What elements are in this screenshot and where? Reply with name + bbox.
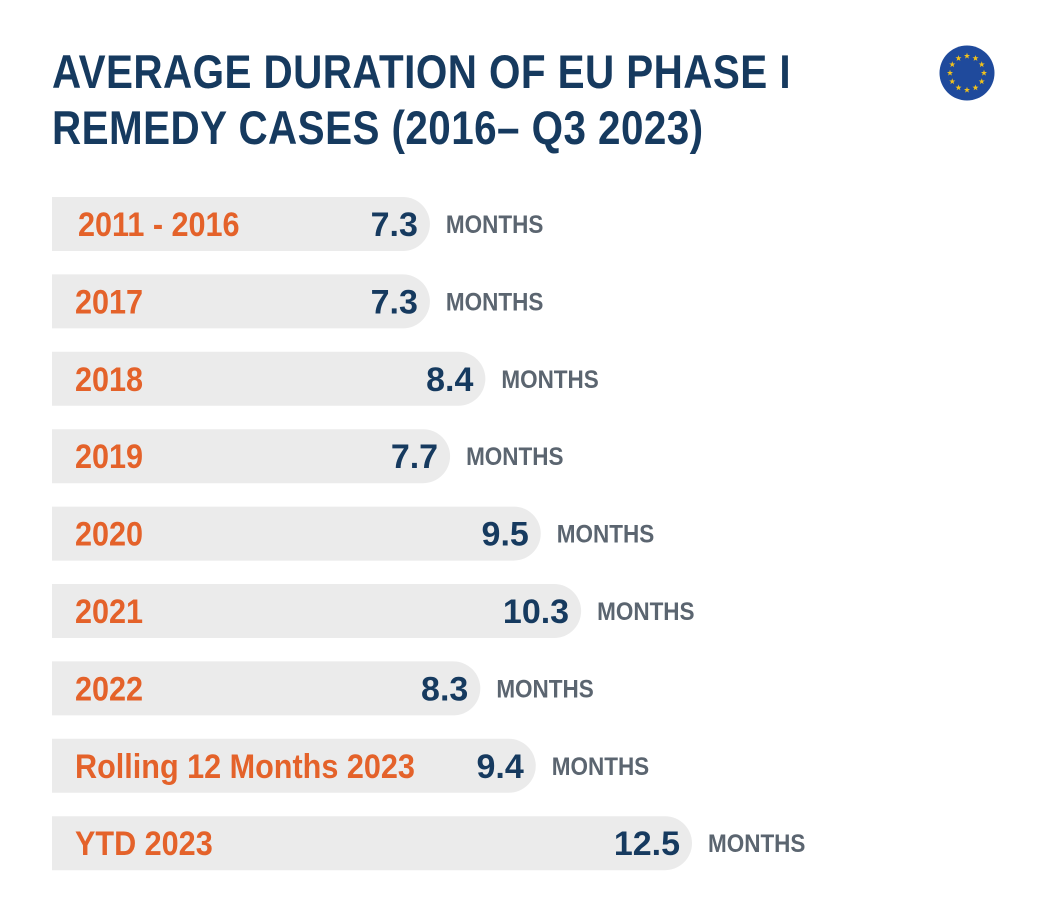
eu-flag-icon: [939, 45, 995, 101]
eu-star-icon: [949, 78, 956, 85]
unit-label: MONTHS: [466, 443, 563, 471]
eu-star-icon: [963, 86, 971, 93]
unit-label: MONTHS: [446, 211, 543, 239]
unit-label: MONTHS: [552, 753, 649, 781]
value-label: 7.3: [371, 206, 418, 244]
unit-label: MONTHS: [501, 366, 598, 394]
category-label: YTD 2023: [75, 825, 213, 863]
category-label: 2011 - 2016: [78, 206, 240, 244]
category-label: 2017: [75, 283, 143, 321]
eu-star-icon: [955, 55, 962, 61]
chart-title: AVERAGE DURATION OF EU PHASE I REMEDY CA…: [52, 44, 792, 156]
eu-star-icon: [963, 52, 971, 59]
value-label: 8.4: [426, 361, 473, 399]
category-label: 2019: [75, 438, 143, 476]
eu-star-icon: [949, 61, 956, 68]
bar: [52, 197, 430, 251]
bar: [52, 351, 486, 406]
bar: [52, 584, 582, 638]
value-label: 10.3: [503, 593, 569, 631]
unit-label: MONTHS: [496, 675, 593, 703]
bar: [52, 429, 451, 484]
chart-title-line-2: REMEDY CASES (2016– Q3 2023): [52, 101, 704, 154]
eu-star-icon: [978, 78, 985, 85]
unit-label: MONTHS: [708, 830, 805, 858]
category-label: 2018: [75, 360, 143, 398]
chart-title-line-1: AVERAGE DURATION OF EU PHASE I: [52, 45, 792, 98]
unit-label: MONTHS: [446, 288, 543, 316]
bar: [52, 816, 692, 871]
value-label: 12.5: [614, 825, 680, 863]
value-label: 8.3: [421, 670, 468, 708]
eu-star-icon: [955, 84, 962, 91]
category-label: 2021: [75, 593, 143, 631]
value-label: 9.4: [476, 748, 523, 786]
bar: [52, 274, 430, 329]
bar: [52, 661, 481, 716]
eu-star-icon: [946, 69, 954, 76]
category-label: 2020: [75, 515, 143, 553]
unit-label: MONTHS: [557, 521, 654, 549]
eu-star-icon: [980, 69, 988, 76]
value-label: 9.5: [482, 516, 529, 554]
bar: [52, 506, 541, 561]
eu-star-icon: [972, 55, 979, 61]
value-label: 7.7: [391, 438, 438, 476]
eu-star-icon: [978, 61, 985, 68]
category-label: Rolling 12 Months 2023: [75, 747, 415, 785]
unit-label: MONTHS: [597, 598, 694, 626]
value-label: 7.3: [371, 283, 418, 321]
category-label: 2022: [75, 670, 143, 708]
bar: [52, 738, 536, 793]
eu-star-icon: [972, 84, 979, 91]
